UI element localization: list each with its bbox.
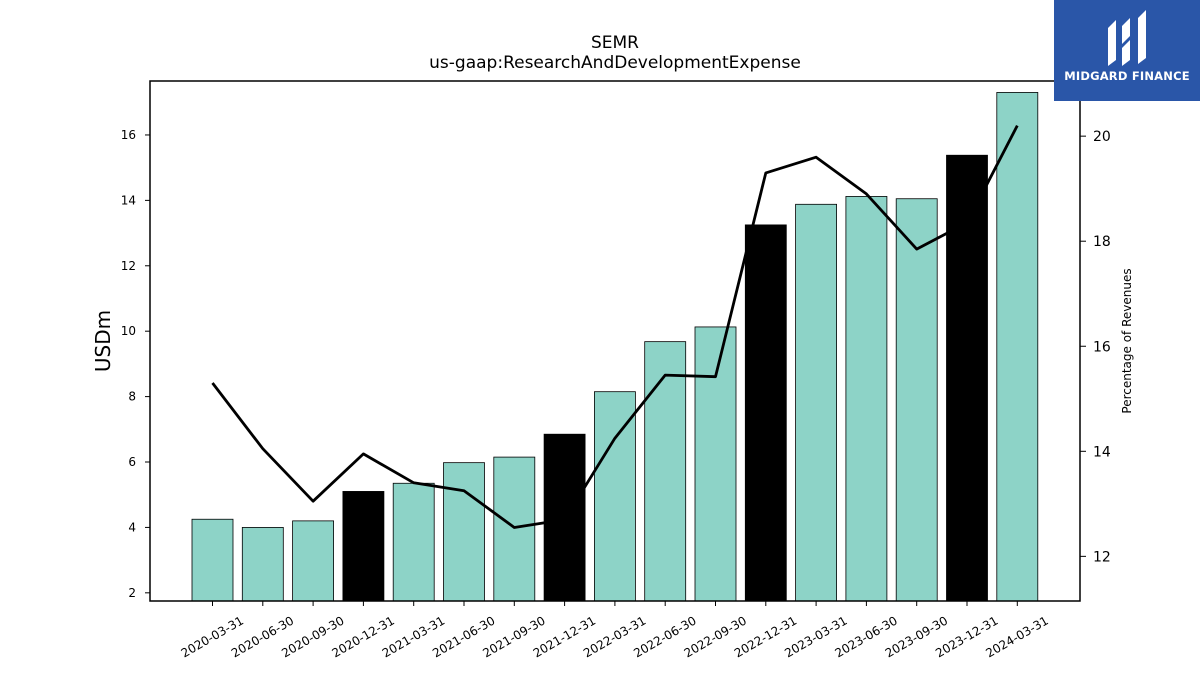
bar-2021-03-31 [392, 482, 435, 602]
bar-2024-03-31 [996, 92, 1039, 602]
y-tick-label: 16 [121, 128, 136, 142]
y-tick-label: 14 [121, 193, 136, 207]
bar-2022-03-31 [594, 391, 636, 602]
bar-2020-03-31 [191, 518, 234, 602]
y2-tick-label: 12 [1093, 549, 1111, 565]
bars-group [191, 92, 1039, 602]
y-tick-label: 12 [121, 259, 136, 273]
y-axis-right: 12 14 16 18 20 [1080, 129, 1111, 565]
y-axis-left: 2 4 6 8 10 12 14 16 [121, 128, 150, 600]
line-layer [211, 124, 1019, 529]
y2-tick-label: 18 [1093, 234, 1111, 250]
midgard-logo-icon [1108, 10, 1146, 66]
bar-2023-06-30 [845, 196, 888, 602]
logo-text: MIDGARD FINANCE [1064, 69, 1190, 83]
bar-2022-09-30 [694, 326, 737, 602]
y2-tick-label: 14 [1093, 444, 1111, 460]
midgard-logo: MIDGARD FINANCE [1054, 0, 1200, 101]
y2-tick-label: 20 [1093, 129, 1111, 145]
y-tick-label: 4 [128, 520, 136, 534]
bar-2020-09-30 [292, 520, 335, 602]
bar-2021-09-30 [493, 456, 536, 602]
y2-axis-label: Percentage of Revenues [1120, 268, 1134, 413]
bar-2023-03-31 [795, 203, 837, 602]
bar-2023-09-30 [895, 198, 938, 602]
bar-2020-06-30 [241, 527, 284, 602]
y-tick-label: 10 [121, 324, 136, 338]
chart-subtitle: us-gaap:ResearchAndDevelopmentExpense [429, 53, 801, 73]
bar-2022-06-30 [644, 341, 687, 602]
y2-tick-label: 16 [1093, 339, 1111, 355]
y-tick-label: 8 [128, 390, 136, 404]
y-axis-label: USDm [91, 310, 115, 372]
chart-title: SEMR [591, 33, 639, 53]
bar-2020-12-31 [342, 491, 385, 602]
y-tick-label: 6 [128, 455, 136, 469]
y-tick-label: 2 [128, 586, 136, 600]
bar-2021-06-30 [443, 462, 485, 602]
bar-2022-12-31 [744, 224, 787, 602]
x-axis: 2020-03-312020-06-302020-09-302020-12-31… [179, 601, 1051, 660]
